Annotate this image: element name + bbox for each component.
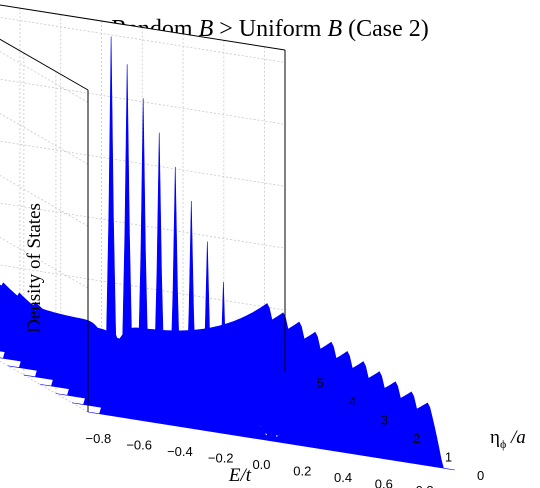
x-tick-label: 0.8 xyxy=(416,483,434,488)
y-tick-label: 2 xyxy=(413,431,420,446)
dos-curve-eta-0 xyxy=(87,353,456,471)
title-italic-b-2: B xyxy=(327,16,342,42)
z-gridline xyxy=(0,140,286,227)
x-tick-label: −0.4 xyxy=(167,444,193,459)
title-part-3: (Case 2) xyxy=(342,16,429,42)
title-italic-b-1: B xyxy=(199,16,214,42)
z-gridline xyxy=(0,202,286,289)
y-tick-label: 0 xyxy=(477,468,484,483)
y-tick-label: 1 xyxy=(445,450,452,465)
chart-title: Random B > Uniform B (Case 2) xyxy=(111,16,429,42)
y-axis-label-base: η xyxy=(490,427,500,448)
x-tick-label: 0.4 xyxy=(334,470,352,485)
z-gridline xyxy=(0,78,286,165)
title-part-2: > Uniform xyxy=(213,16,327,42)
frame-edge xyxy=(0,38,89,91)
x-axis-label: E/t xyxy=(228,465,252,486)
frame-layer xyxy=(0,4,286,412)
x-tick-label: −0.6 xyxy=(126,438,152,453)
y-axis-label-tail: /a xyxy=(506,427,526,448)
ticks-layer: 0.00.51.01.52.02.5−0.8−0.6−0.4−0.20.00.2… xyxy=(86,376,485,488)
surface-layer xyxy=(0,36,456,471)
x-tick-label: −0.8 xyxy=(86,431,112,446)
x-tick-label: −0.2 xyxy=(208,451,234,466)
x-tick-label: 0.6 xyxy=(375,476,393,488)
y-tick-label: 4 xyxy=(349,394,356,409)
z-axis-label: Density of States xyxy=(24,203,45,333)
x-tick-label: 0.0 xyxy=(252,457,270,472)
y-tick-label: 3 xyxy=(381,413,388,428)
y-axis-label-sub: ϕ xyxy=(500,437,506,451)
z-gridline xyxy=(0,326,286,413)
z-gridline xyxy=(0,16,286,103)
frame-edge xyxy=(0,4,286,51)
y-tick-label: 5 xyxy=(317,376,324,391)
x-tick-label: 0.2 xyxy=(293,463,311,478)
y-axis-label: ηϕ /a xyxy=(490,427,526,451)
